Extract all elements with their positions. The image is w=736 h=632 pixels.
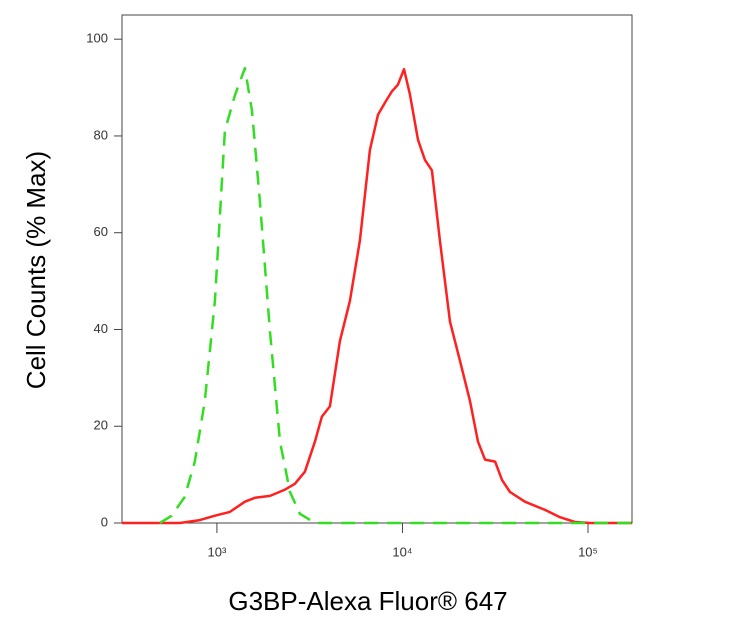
y-tick-label: 0 (101, 514, 108, 529)
y-tick-label: 20 (94, 418, 108, 433)
y-tick-label: 100 (86, 31, 108, 46)
x-axis-label: G3BP-Alexa Fluor® 647 (228, 586, 507, 616)
plot-frame (121, 14, 633, 524)
series-line (122, 67, 632, 525)
x-tick-label: 10⁵ (578, 544, 598, 559)
y-tick-label: 60 (94, 224, 108, 239)
x-tick-label: 10⁴ (392, 544, 412, 559)
x-tick-label: 10³ (208, 544, 227, 559)
y-tick-label: 40 (94, 321, 108, 336)
y-tick-label: 80 (94, 127, 108, 142)
series-line (159, 66, 632, 525)
y-axis-label: Cell Counts (% Max) (21, 151, 51, 389)
